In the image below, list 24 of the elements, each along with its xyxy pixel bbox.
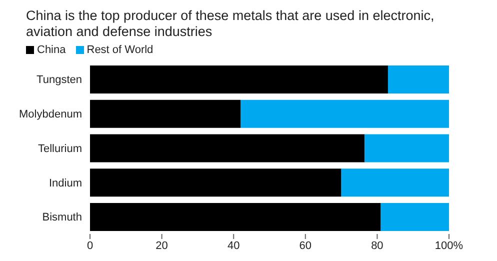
y-tick-label: Tungsten: [36, 74, 82, 86]
bar: [90, 134, 365, 162]
bar: [240, 100, 449, 128]
bar: [90, 168, 342, 197]
legend-label: China: [36, 44, 66, 56]
bar: [388, 65, 449, 94]
x-tick-label: 60: [299, 240, 312, 252]
chart-title: China is the top producer of these metals that are used in electronic, aviation and defense industries: [25, 8, 436, 40]
legend-label: Rest of World: [86, 44, 154, 56]
x-tick-label: 80: [371, 240, 384, 252]
x-tick-label: 20: [156, 240, 168, 252]
y-tick-label: Molybdenum: [19, 108, 82, 121]
bar: [380, 203, 449, 232]
bar: [90, 100, 241, 128]
bar: [90, 203, 381, 232]
x-tick-label: 100%: [434, 240, 464, 252]
bar: [364, 134, 449, 162]
y-tick-label: Bismuth: [42, 212, 82, 224]
bar: [341, 168, 449, 197]
bar: [90, 65, 388, 94]
x-tick-label: 0: [86, 240, 94, 252]
y-tick-label: Tellurium: [38, 142, 82, 155]
y-tick-label: Indium: [48, 177, 82, 190]
x-tick-label: 40: [227, 240, 240, 252]
